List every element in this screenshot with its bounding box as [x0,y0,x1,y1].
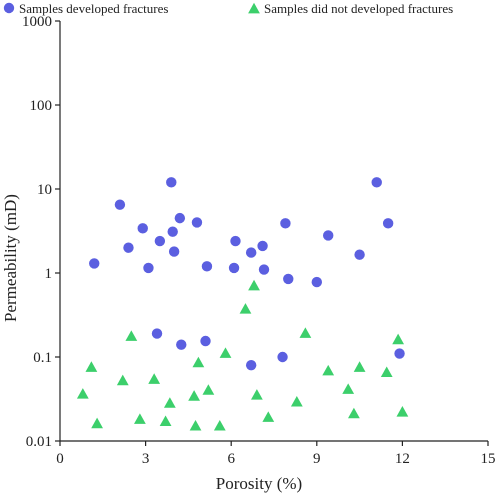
non-fractured-sample-point [116,374,129,386]
legend-label-fractured: Samples developed fractures [19,1,168,16]
fractured-sample-point [191,217,203,228]
x-tick-label: 3 [142,451,150,467]
non-fractured-sample-point [202,384,215,395]
y-tick-label: 1 [45,266,53,282]
fractured-sample-point [168,246,180,257]
non-fractured-sample-point [392,333,405,345]
x-tick-label: 12 [395,451,410,467]
y-tick-label: 100 [30,98,53,114]
non-fractured-sample-point [322,364,335,376]
non-fractured-sample-point [148,373,161,384]
fractured-sample-point [394,348,405,359]
non-fractured-sample-point [188,390,200,401]
fractured-sample-point [167,226,178,237]
fractured-sample-point [382,218,394,229]
non-fractured-sample-point [163,397,176,408]
fractured-sample-point [283,273,294,285]
fractured-sample-point [114,199,126,210]
non-fractured-sample-point [342,383,355,394]
non-fractured-sample-point [239,303,252,314]
fractured-sample-point [354,249,365,260]
fractured-sample-point [89,258,100,269]
y-tick-label: 0.01 [26,434,52,450]
fractured-sample-point [257,240,268,252]
fractured-sample-point [176,339,187,350]
non-fractured-sample-point [91,417,103,429]
fractured-sample-point [258,264,270,275]
series-triangle-group [76,279,409,431]
fractured-sample-point [174,212,186,224]
non-fractured-sample-point [262,411,275,422]
x-tick-label: 6 [227,451,235,467]
data-points [76,177,409,431]
non-fractured-sample-point [219,347,232,358]
fractured-sample-point [154,235,166,247]
fractured-sample-point [200,335,211,347]
non-fractured-sample-point [189,420,202,431]
non-fractured-sample-point [192,356,205,368]
y-tick-label: 1000 [22,14,52,30]
fractured-sample-point [280,218,291,229]
non-fractured-sample-point [396,406,409,417]
y-tick-label: 10 [37,182,52,198]
fractured-sample-point [245,247,257,258]
series-circle-group [89,177,405,371]
non-fractured-sample-point [85,361,98,372]
non-fractured-sample-point [125,330,138,341]
fractured-sample-point [277,351,288,363]
y-axis-title: Permeability (mD) [1,194,20,322]
non-fractured-sample-point [299,327,312,338]
non-fractured-sample-point [353,361,366,372]
non-fractured-sample-point [380,366,393,378]
tick-labels: 0 3 6 9 12 15 0.01 0.1 1 10 100 1000 [22,14,496,467]
non-fractured-sample-point [290,395,303,407]
fractured-sample-point [311,276,322,288]
y-tick-label: 0.1 [33,350,52,366]
x-tick-label: 15 [481,451,496,467]
fractured-sample-point [143,262,154,274]
x-axis-title: Porosity (%) [216,474,302,493]
non-fractured-sample-point [213,420,226,431]
fractured-sample-point [228,262,240,274]
fractured-sample-point [371,177,382,188]
non-fractured-sample-point [248,279,260,291]
fractured-sample-point [137,223,148,234]
legend-marker-non-fractured [248,2,260,14]
non-fractured-sample-point [159,415,172,426]
non-fractured-sample-point [348,407,360,419]
fractured-sample-point [166,177,177,188]
x-tick-label: 0 [56,451,64,467]
legend: Samples developed fractures Samples did n… [3,1,453,16]
non-fractured-sample-point [134,413,146,424]
fractured-sample-point [230,235,241,247]
non-fractured-sample-point [250,389,263,400]
axes [55,20,489,446]
fractured-sample-point [245,359,257,371]
legend-label-non-fractured: Samples did not developed fractures [264,1,453,16]
legend-marker-fractured [3,2,15,14]
x-tick-label: 9 [313,451,321,467]
fractured-sample-point [151,328,163,339]
fractured-sample-point [123,242,134,253]
fractured-sample-point [323,230,334,241]
non-fractured-sample-point [76,388,89,399]
fractured-sample-point [201,261,213,272]
